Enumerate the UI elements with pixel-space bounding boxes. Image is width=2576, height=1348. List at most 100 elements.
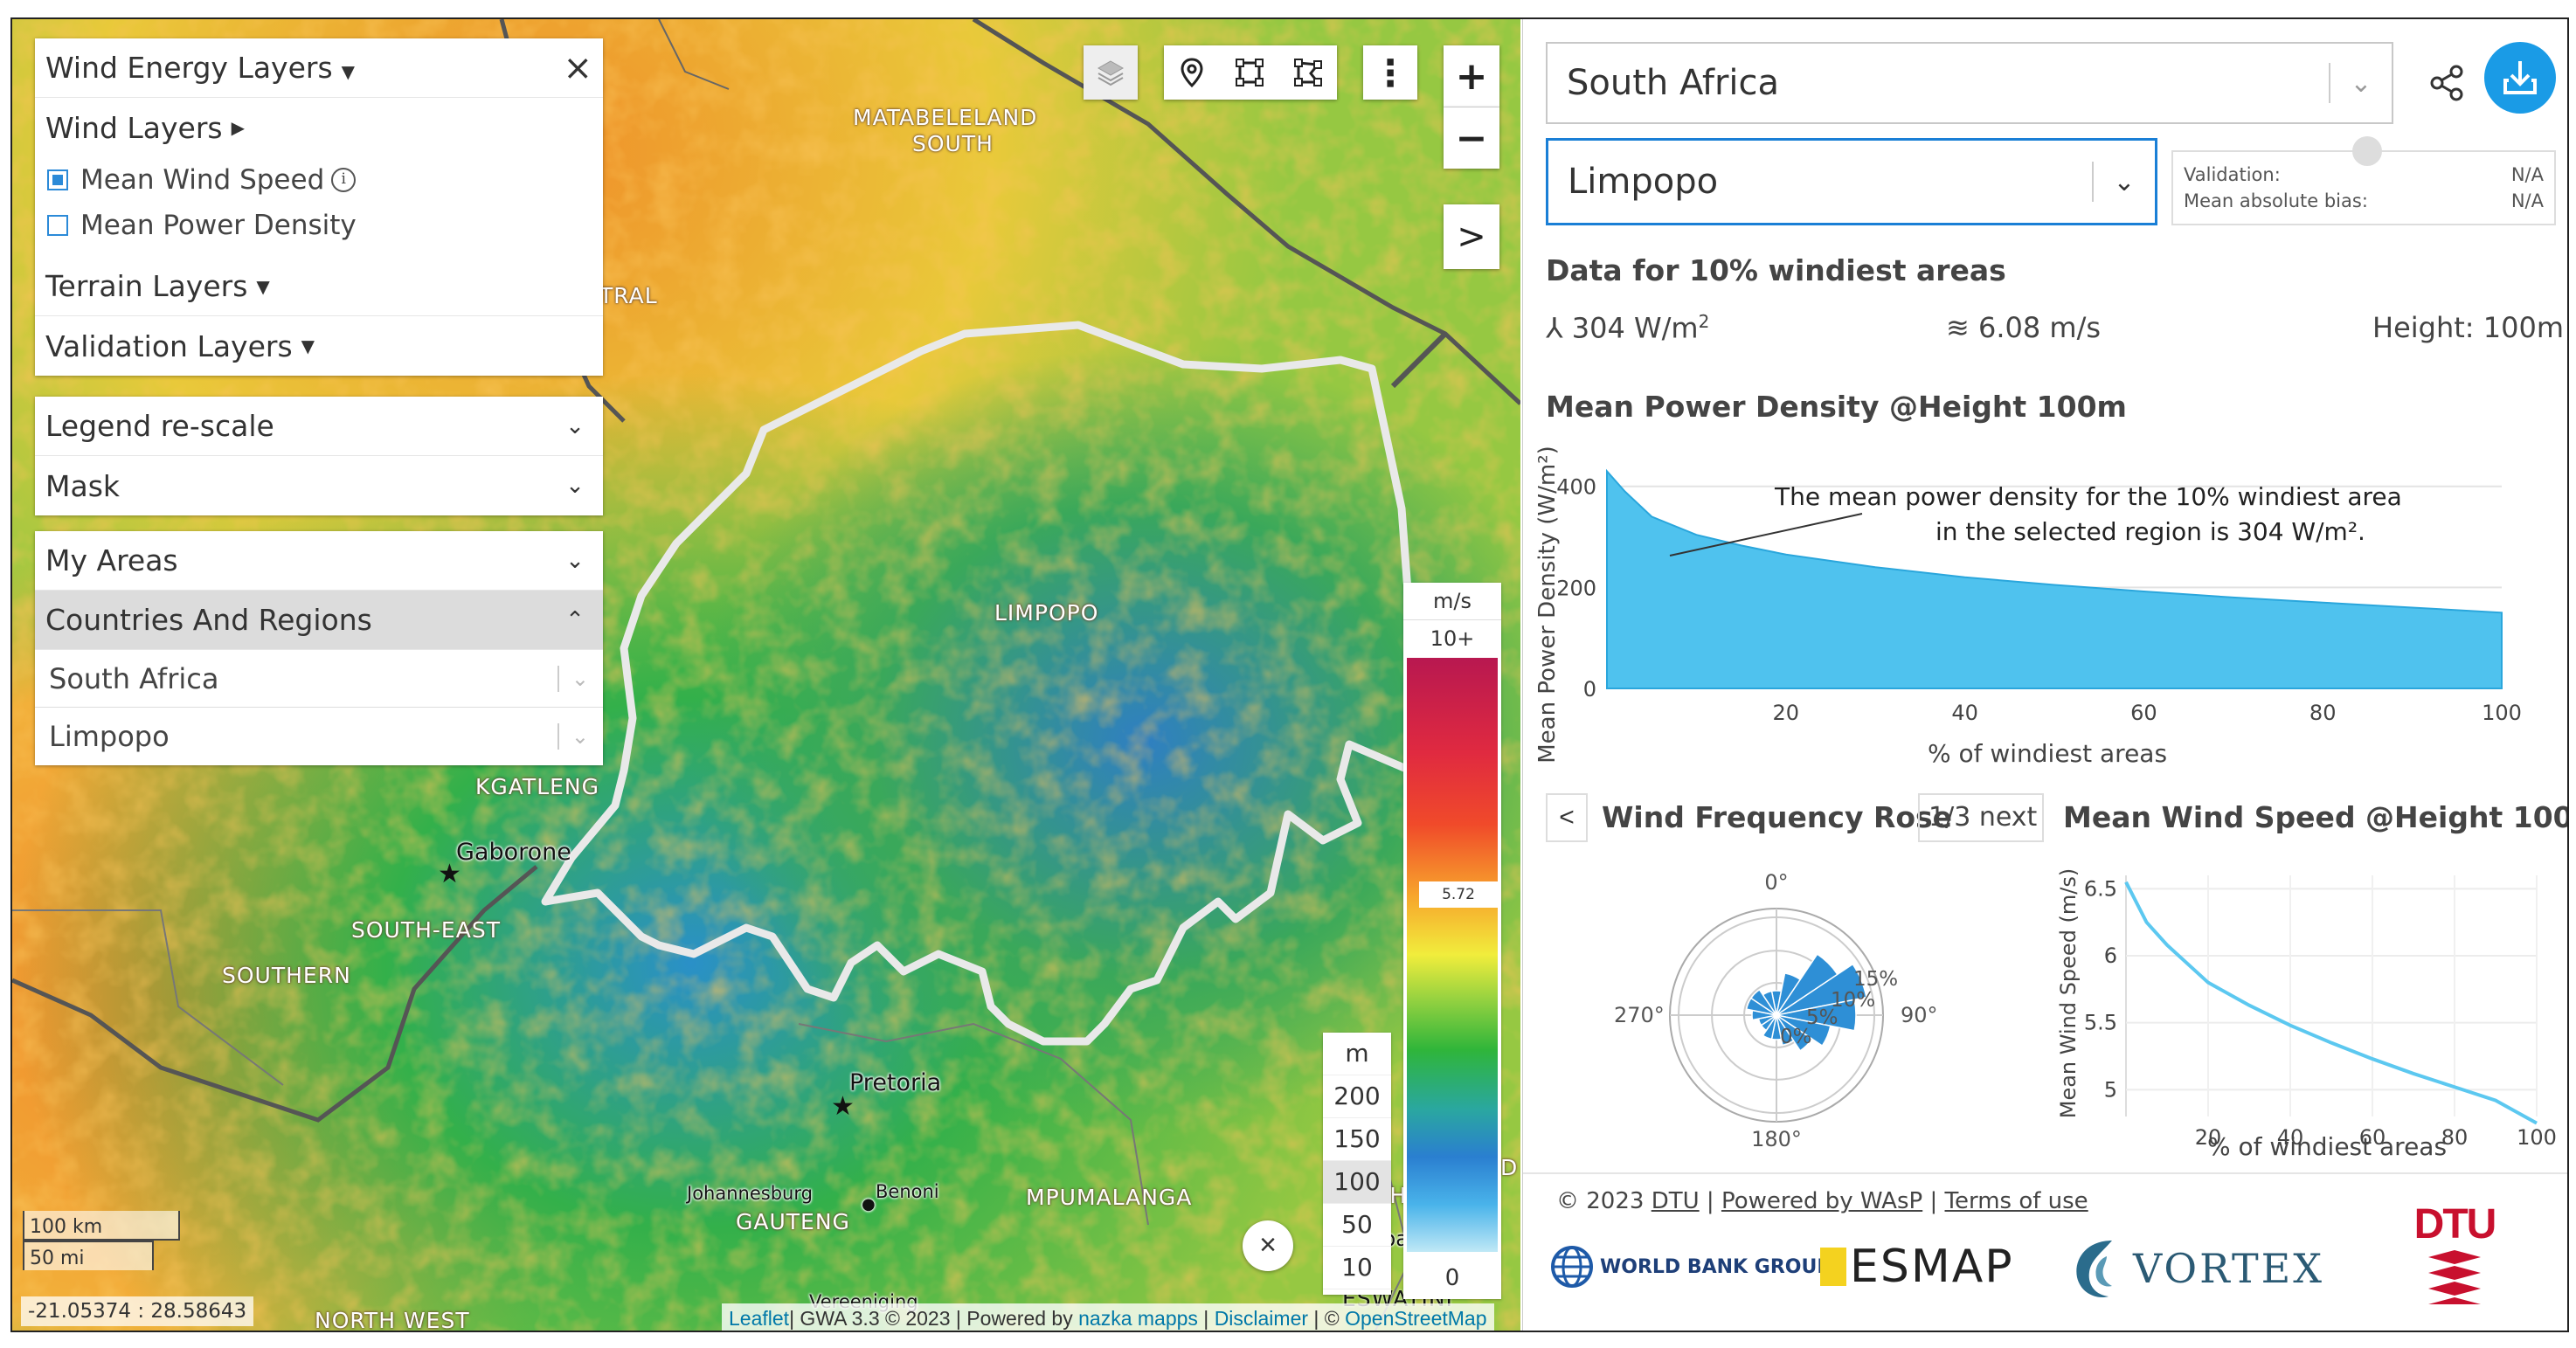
rose-next-button[interactable]: next (1978, 802, 2038, 833)
validation-layers-header[interactable]: Validation Layers ▼ (35, 316, 603, 376)
vortex-swirl-icon (2076, 1241, 2112, 1298)
my-areas-header[interactable]: My Areas ⌄ (35, 531, 603, 591)
download-icon (2503, 61, 2537, 94)
map-view[interactable]: MATABELELAND SOUTH TRAL LIMPOPO KGATLENG… (12, 19, 1520, 1331)
chevron-down-icon: ⌄ (2113, 166, 2136, 197)
wind-layers-header[interactable]: Wind Layers ▶ (35, 98, 603, 157)
region-label-d: D (1500, 1155, 1519, 1180)
height-option-50[interactable]: 50 (1323, 1204, 1391, 1247)
height-selector: m 200 150 100 50 10 (1323, 1033, 1391, 1295)
region-label-limpopo: LIMPOPO (994, 600, 1099, 626)
annotation-line-1: The mean power density for the 10% windi… (1774, 482, 2402, 511)
height-dropdown[interactable]: Height: 100m ⌄ (2372, 311, 2567, 344)
close-icon[interactable]: × (1243, 1220, 1293, 1271)
x-tick-label: 80 (2441, 1125, 2469, 1150)
countries-regions-label: Countries And Regions (45, 603, 372, 637)
mask-header[interactable]: Mask ⌄ (35, 456, 603, 515)
more-options-button[interactable]: ⋮ (1363, 45, 1417, 100)
power-density-stat: ⅄ 304 W/m2 (1546, 311, 1709, 345)
region-label-gauteng: GAUTENG (736, 1209, 850, 1234)
wind-energy-layers-header[interactable]: Wind Energy Layers ▼ × (35, 38, 603, 98)
expand-panel-button[interactable]: > (1444, 204, 1499, 269)
legend-color-bar (1407, 658, 1498, 1252)
zoom-out-button[interactable]: − (1444, 107, 1499, 169)
nazka-link[interactable]: nazka mapps (1078, 1307, 1198, 1330)
x-tick-label: 100 (2482, 701, 2522, 725)
rose-prev-button[interactable]: < (1546, 793, 1588, 842)
legend-rescale-header[interactable]: Legend re-scale ⌄ (35, 397, 603, 456)
city-label-benoni: Benoni (876, 1181, 939, 1202)
region-label-south-east: SOUTH-EAST (351, 917, 501, 943)
wind-speed-chart-title: Mean Wind Speed @Height 100m (2063, 800, 2569, 834)
mean-wind-speed-option[interactable]: Mean Wind Speed i (35, 157, 603, 203)
height-option-200[interactable]: 200 (1323, 1075, 1391, 1118)
height-option-100[interactable]: 100 (1323, 1161, 1391, 1204)
wind-speed-xlabel: % of windiest areas (2207, 1132, 2447, 1161)
mean-power-density-option[interactable]: Mean Power Density (35, 203, 603, 248)
world-bank-logo[interactable]: WORLD BANK GROUP (1549, 1244, 1831, 1289)
height-option-10[interactable]: 10 (1323, 1247, 1391, 1289)
wind-energy-layers-label: Wind Energy Layers (45, 51, 333, 85)
dtu-link[interactable]: DTU (1651, 1188, 1700, 1214)
power-density-chart-title: Mean Power Density @Height 100m (1546, 390, 2127, 424)
rose-bar-ene (1776, 963, 1867, 1016)
world-bank-text: WORLD BANK GROUP (1600, 1255, 1832, 1278)
rose-east-label: 90° (1901, 1003, 1938, 1027)
wind-layers-label: Wind Layers (45, 110, 223, 145)
power-density-area (1606, 468, 2503, 689)
height-option-150[interactable]: 150 (1323, 1118, 1391, 1161)
mean-wind-speed-checkbox[interactable] (47, 169, 68, 190)
region-label-matabeleland: MATABELELAND (853, 105, 1038, 130)
region-select[interactable]: Limpopo ⌄ (35, 708, 603, 765)
x-tick-label: 60 (2359, 1125, 2386, 1150)
x-tick-label: 100 (2517, 1125, 2557, 1150)
wind-frequency-rose: 0° 90° 180° 270° 15% 10% 5% 0% (1614, 870, 1938, 1151)
leaflet-link[interactable]: Leaflet (729, 1307, 790, 1330)
chevron-down-icon: ⌄ (565, 412, 585, 439)
disclaimer-link[interactable]: Disclaimer (1214, 1307, 1309, 1330)
y-tick-label: 5 (2104, 1077, 2117, 1102)
region-dropdown[interactable]: Limpopo ⌄ (1546, 138, 2157, 225)
vortex-logo[interactable]: VORTEX (2068, 1234, 2324, 1303)
country-dropdown[interactable]: South Africa ⌄ (1546, 42, 2393, 124)
layers-button[interactable] (1084, 45, 1138, 100)
dtu-logo[interactable]: DTU (2411, 1200, 2498, 1313)
openstreetmap-link[interactable]: OpenStreetMap (1345, 1307, 1487, 1330)
close-icon[interactable]: × (563, 47, 592, 88)
chevron-down-icon: ⌄ (571, 724, 589, 749)
draw-tools (1164, 45, 1337, 100)
chevron-down-icon: ⌄ (565, 473, 585, 499)
layers-icon (1097, 60, 1125, 86)
download-button[interactable] (2484, 42, 2556, 114)
rectangle-draw-icon[interactable] (1235, 58, 1264, 87)
x-tick-label: 20 (1773, 701, 1800, 725)
region-dropdown-value: Limpopo (1568, 162, 1719, 202)
terms-link[interactable]: Terms of use (1944, 1188, 2088, 1214)
city-label-johannesburg: Johannesburg (687, 1183, 813, 1204)
terrain-layers-header[interactable]: Terrain Layers ▼ (35, 257, 603, 316)
zoom-in-button[interactable]: + (1444, 45, 1499, 107)
rose-bar-e (1776, 999, 1857, 1032)
y-tick-label: 0 (1583, 677, 1596, 702)
share-icon[interactable] (2421, 58, 2472, 108)
rose-pager[interactable]: 1/3 next (1918, 793, 2044, 842)
mask-label: Mask (45, 468, 120, 503)
dtu-waves-icon (2428, 1250, 2481, 1304)
country-select[interactable]: South Africa ⌄ (35, 650, 603, 708)
mean-power-density-checkbox[interactable] (47, 215, 68, 236)
wasp-link[interactable]: Powered by WAsP (1721, 1188, 1923, 1214)
app-window: MATABELELAND SOUTH TRAL LIMPOPO KGATLENG… (10, 17, 2569, 1332)
y-tick-label: 400 (1556, 475, 1596, 500)
info-icon[interactable]: i (331, 168, 357, 192)
chevron-down-icon: ⌄ (571, 666, 589, 691)
capital-star-icon: ★ (438, 860, 461, 888)
scale-km: 100 km (23, 1211, 180, 1241)
countries-regions-header[interactable]: Countries And Regions ⌃ (35, 591, 603, 650)
marker-icon[interactable] (1178, 57, 1206, 88)
power-density-value: 304 W/m (1571, 311, 1699, 345)
wind-turbine-icon: ⅄ (1546, 311, 1563, 345)
polygon-draw-icon[interactable] (1293, 58, 1323, 87)
scale-bar: 100 km 50 mi (23, 1211, 180, 1270)
esmap-logo[interactable]: ESMAP (1820, 1241, 2014, 1293)
wind-energy-layers-panel: Wind Energy Layers ▼ × Wind Layers ▶ Mean … (35, 38, 603, 376)
